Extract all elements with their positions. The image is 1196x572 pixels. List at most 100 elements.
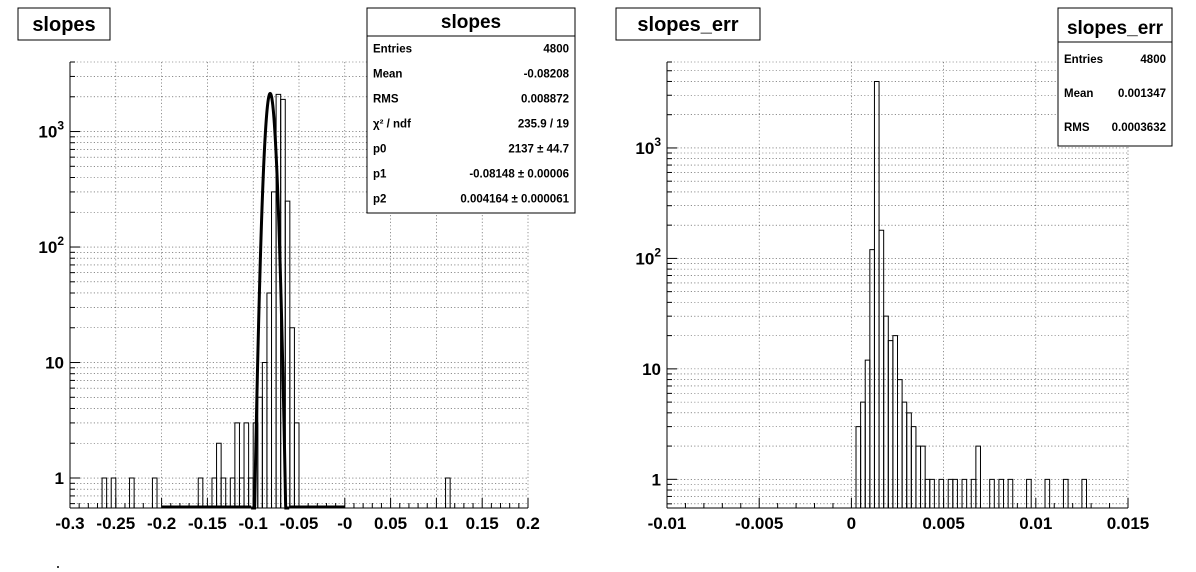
y-tick-label: 10 <box>642 360 661 379</box>
x-tick-label: 0.005 <box>922 514 965 533</box>
histogram-bin <box>938 478 945 508</box>
histogram-bin <box>929 478 935 508</box>
histogram-bin <box>906 412 912 508</box>
histogram-bin <box>234 422 240 508</box>
stats-value: 0.004164 ± 0.000061 <box>460 194 569 206</box>
stray-dot <box>57 566 59 568</box>
x-tick-label: 0.1 <box>425 514 449 533</box>
stats-key: p1 <box>373 169 387 181</box>
stats-key: p0 <box>373 144 386 156</box>
histogram-bin <box>1044 478 1051 508</box>
y-tick-label: 1 <box>55 469 64 488</box>
slopes-err-stats-box: slopes_err Entries 4800 Mean 0.001347 RMS 0.00… <box>1057 7 1173 147</box>
histogram-bin <box>873 80 880 508</box>
y-tick-label: 102 <box>635 245 661 268</box>
histogram-bin <box>101 477 108 508</box>
histogram-bin <box>211 477 218 508</box>
histogram-bin <box>887 340 894 508</box>
x-tick-label: 0.015 <box>1107 514 1150 533</box>
histogram-bin <box>266 292 273 508</box>
stats-key: RMS <box>373 94 399 106</box>
stats-value: -0.08208 <box>524 69 570 81</box>
stats-key: RMS <box>1064 122 1090 134</box>
histogram-bin <box>864 359 871 508</box>
slopes-panel: slopes -0.3 -0.25 -0.2 -0.15 -0.1 -0.05 -0 0.05… <box>17 7 576 533</box>
histogram-bin <box>947 478 954 508</box>
histogram-bin <box>869 249 875 508</box>
slopes-title: slopes <box>32 14 95 36</box>
slopes-title-box <box>17 7 111 41</box>
stats-title: slopes_err <box>1067 18 1164 39</box>
histogram-bin <box>855 426 862 508</box>
stats-value: 0.008872 <box>521 94 569 106</box>
x-tick-label: -0.05 <box>280 514 319 533</box>
y-tick-label: 103 <box>38 119 64 142</box>
stats-key: Mean <box>1064 88 1093 100</box>
slopes-err-title: slopes_err <box>637 14 738 36</box>
histogram-bin <box>975 445 981 508</box>
histogram-bin <box>989 478 995 508</box>
stats-value: 4800 <box>543 44 569 56</box>
stats-value: 235.9 / 19 <box>518 119 569 131</box>
stats-title: slopes <box>441 12 501 33</box>
histogram-bin <box>897 379 903 508</box>
histogram-bin <box>1081 478 1088 508</box>
stats-key: p2 <box>373 194 386 206</box>
stats-value: 0.0003632 <box>1112 122 1166 134</box>
histogram-bin <box>998 478 1005 508</box>
histogram-bin <box>445 477 451 508</box>
stats-value: 2137 ± 44.7 <box>508 144 569 156</box>
histogram-bin <box>110 477 117 508</box>
stats-value: 0.001347 <box>1118 88 1166 100</box>
histogram-bin <box>293 422 300 508</box>
histogram-bin <box>892 335 898 508</box>
histogram-bin <box>129 477 135 508</box>
histogram-bin <box>220 477 227 508</box>
histogram-bin <box>961 478 968 508</box>
stats-key: Mean <box>373 69 402 81</box>
gaussian-fit-curve <box>251 91 290 510</box>
x-tick-label: 0.2 <box>516 514 540 533</box>
x-tick-label: -0.15 <box>188 514 227 533</box>
slopes-stats-box: slopes Entries 4800 Mean -0.08208 RMS 0.008872… <box>366 7 576 214</box>
histogram-bin <box>915 445 922 508</box>
x-tick-label: 0.15 <box>466 514 499 533</box>
y-tick-label: 1 <box>652 470 661 489</box>
stats-key: Entries <box>373 44 412 56</box>
histogram-bin <box>197 477 204 508</box>
x-tick-label: -0.2 <box>147 514 176 533</box>
y-tick-label: 102 <box>38 234 64 257</box>
y-tick-label: 10 <box>45 354 64 373</box>
x-tick-label: 0.05 <box>374 514 407 533</box>
histogram-bin <box>151 477 158 508</box>
histogram-bin <box>920 445 926 508</box>
histogram-bin <box>257 396 263 508</box>
histogram-bin <box>910 426 917 508</box>
x-tick-label: 0 <box>847 514 856 533</box>
histogram-bin <box>261 362 268 508</box>
histogram-bin <box>243 422 250 508</box>
x-tick-label: -0.3 <box>55 514 84 533</box>
x-tick-label: -0.1 <box>239 514 268 533</box>
x-tick-label: -0 <box>337 514 352 533</box>
x-tick-label: -0.005 <box>735 514 783 533</box>
stats-value: 4800 <box>1140 54 1166 66</box>
histogram-bin <box>1062 478 1069 508</box>
slopes-plot-area: -0.3 -0.25 -0.2 -0.15 -0.1 -0.05 -0 0.05 0.1 0.15… <box>38 61 540 533</box>
stats-key: χ² / ndf <box>373 119 411 131</box>
histogram-bin <box>271 191 277 508</box>
histogram-bin <box>216 442 222 508</box>
histogram-bin <box>289 327 295 508</box>
y-tick-label: 103 <box>635 135 661 158</box>
x-tick-label: -0.01 <box>648 514 687 533</box>
stats-box-frame <box>1057 7 1173 147</box>
histogram-bin <box>952 478 958 508</box>
histogram-bin <box>860 401 866 508</box>
stats-value: -0.08148 ± 0.00006 <box>469 169 569 181</box>
x-tick-label: 0.01 <box>1019 514 1052 533</box>
slopes-err-title-box <box>615 7 761 41</box>
histogram-bin <box>1026 478 1032 508</box>
stats-key: Entries <box>1064 54 1103 66</box>
slopes-err-plot-area: -0.01 -0.005 0 0.005 0.01 0.015 1 10 102 103 <box>635 61 1150 533</box>
